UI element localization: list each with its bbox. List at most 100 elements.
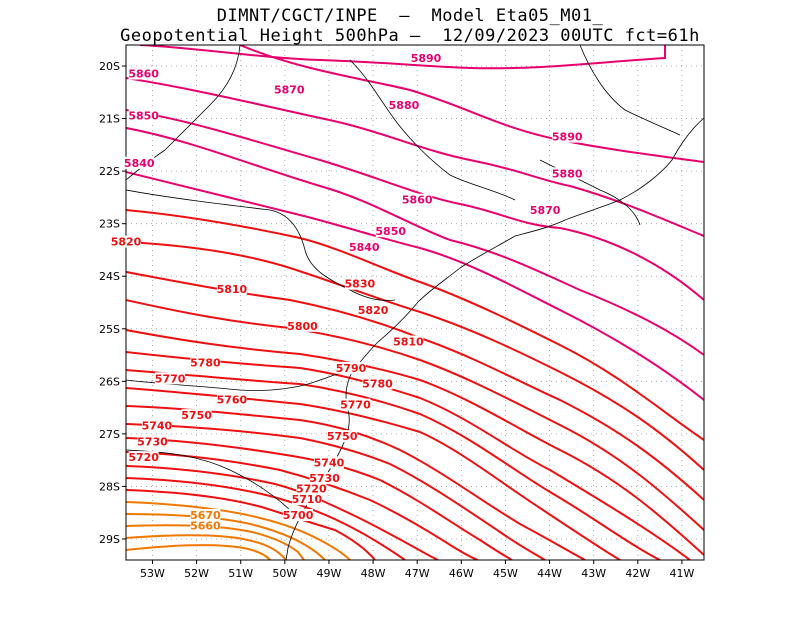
contour-label: 5780 <box>190 357 221 370</box>
contour-label-bg <box>362 377 393 390</box>
contour-label-bg <box>344 277 375 290</box>
contour-label-bg <box>411 51 442 64</box>
lon-tick-label: 44W <box>537 567 562 580</box>
contour-label: 5740 <box>314 456 345 469</box>
contour-label: 5810 <box>217 283 248 296</box>
contour-label-bg <box>141 419 172 432</box>
contour-label: 5730 <box>137 435 168 448</box>
contour-line <box>126 405 586 560</box>
contour-label: 5880 <box>389 99 420 112</box>
contour-label-bg <box>313 456 344 469</box>
lat-tick-label: 22S <box>99 165 120 178</box>
contour-label: 5800 <box>287 320 318 333</box>
lon-tick-label: 41W <box>670 567 695 580</box>
contour-line <box>139 45 666 70</box>
contour-label-bg <box>296 482 327 495</box>
lon-tick-label: 45W <box>493 567 518 580</box>
contour-label-bg <box>388 99 419 112</box>
lat-tick-label: 20S <box>99 60 120 73</box>
contour-label: 5720 <box>128 451 159 464</box>
contour-label: 5830 <box>345 278 376 291</box>
contour-label: 5840 <box>124 157 155 170</box>
contour-label-bg <box>402 193 433 206</box>
contour-label-bg <box>309 472 340 485</box>
contour-label-bg <box>530 204 561 217</box>
contour-line <box>126 501 351 560</box>
contour-label: 5860 <box>128 68 159 81</box>
contour-label: 5840 <box>349 241 380 254</box>
lon-tick-label: 46W <box>449 567 474 580</box>
coastline-layer <box>126 45 704 560</box>
contour-label-bg <box>181 409 212 422</box>
contour-label: 5710 <box>292 493 323 506</box>
lon-tick-label: 49W <box>317 567 342 580</box>
lon-tick-label: 43W <box>581 567 606 580</box>
contour-label-bg <box>190 356 221 369</box>
contour-label: 5890 <box>552 131 583 144</box>
contour-line <box>126 534 287 560</box>
contour-layer <box>126 45 704 560</box>
contour-line <box>126 171 704 401</box>
lon-tick-label: 53W <box>140 567 165 580</box>
contour-line <box>126 351 691 560</box>
contour-label-bg <box>190 508 221 521</box>
contour-label: 5880 <box>552 167 583 180</box>
contour-label: 5870 <box>530 204 561 217</box>
contour-label-bg <box>274 83 305 96</box>
contour-line <box>126 127 704 356</box>
lat-tick-label: 26S <box>99 375 120 388</box>
contour-line <box>126 77 704 237</box>
contour-label-bg <box>216 282 247 295</box>
contour-label: 5730 <box>309 472 340 485</box>
contour-label-bg <box>327 430 358 443</box>
contour-label-bg <box>340 398 371 411</box>
contour-label-bg <box>128 451 159 464</box>
contour-label: 5810 <box>393 336 424 349</box>
lat-tick-label: 25S <box>99 323 120 336</box>
contour-label: 5860 <box>402 194 433 207</box>
contour-label: 5820 <box>111 236 142 249</box>
contour-line <box>126 299 704 531</box>
contour-label: 5850 <box>128 110 159 123</box>
contour-label-bg <box>393 335 424 348</box>
lat-tick-label: 29S <box>99 533 120 546</box>
contour-label-bg <box>137 435 168 448</box>
contour-label: 5790 <box>336 362 367 375</box>
lon-tick-label: 48W <box>361 567 386 580</box>
contour-label-bg <box>552 130 583 143</box>
state-border <box>126 371 353 391</box>
lon-tick-label: 47W <box>405 567 430 580</box>
contour-label-bg <box>283 508 314 521</box>
contour-label-bg <box>128 67 159 80</box>
contour-label: 5750 <box>327 430 358 443</box>
contour-label: 5760 <box>217 393 248 406</box>
contour-label-bg <box>128 109 159 122</box>
contour-label: 5740 <box>142 420 173 433</box>
contour-label: 5870 <box>274 83 305 96</box>
contour-line <box>126 513 326 560</box>
contour-label: 5850 <box>375 225 406 238</box>
contour-label-bg <box>287 319 318 332</box>
lon-tick-label: 51W <box>228 567 253 580</box>
contour-line <box>126 544 271 560</box>
lat-tick-label: 27S <box>99 428 120 441</box>
contour-label-bg <box>349 240 380 253</box>
lon-tick-label: 42W <box>625 567 650 580</box>
contour-label-bg <box>291 493 322 506</box>
contour-labels: 5890 5890 5880 5880 5870 5870 5860 5860 5850 5850… <box>111 51 583 532</box>
state-border <box>126 449 291 511</box>
contour-line <box>126 437 513 560</box>
contour-label-bg <box>375 225 406 238</box>
contour-label: 5890 <box>411 52 442 65</box>
lon-tick-label: 50W <box>272 567 297 580</box>
contour-line <box>239 45 704 163</box>
contour-line <box>126 423 546 560</box>
contour-label-bg <box>124 156 155 169</box>
contour-label: 5720 <box>296 483 327 496</box>
contour-line <box>126 369 661 560</box>
lat-tick-label: 28S <box>99 480 120 493</box>
contour-line <box>126 241 704 471</box>
contour-label-bg <box>111 235 141 248</box>
contour-label-bg <box>216 393 247 406</box>
